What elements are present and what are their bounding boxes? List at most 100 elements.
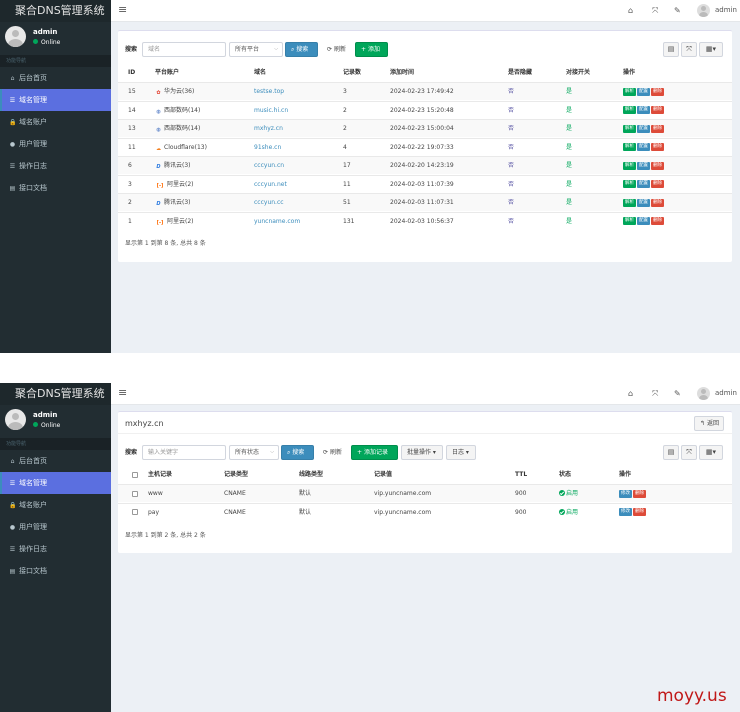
resolve-button[interactable]: 解析 <box>623 217 636 225</box>
top-avatar[interactable] <box>697 387 710 400</box>
sidebar-item-4[interactable]: ☰ 操作日志 <box>0 538 111 560</box>
select-all-checkbox[interactable] <box>132 466 138 483</box>
added-time: 2024-02-23 15:00:04 <box>390 125 454 132</box>
platform-select[interactable]: 所有平台 ⌵ <box>229 42 283 57</box>
search-button[interactable]: ⌕ 搜索 <box>281 445 314 460</box>
domain-link[interactable]: 91she.cn <box>254 143 282 151</box>
resolve-button[interactable]: 解析 <box>623 198 636 207</box>
sidebar-item-1[interactable]: ☰ 域名管理 <box>0 89 111 111</box>
row-checkbox[interactable] <box>132 504 138 521</box>
status-cell[interactable]: 启用 <box>559 485 578 502</box>
edit-button[interactable]: 修改 <box>619 508 632 516</box>
delete-button[interactable]: 删除 <box>633 508 646 516</box>
api-switch-status[interactable]: 是 <box>566 125 573 132</box>
delete-button[interactable]: 删除 <box>651 124 664 133</box>
config-button[interactable]: 配置 <box>637 217 650 225</box>
status-cell[interactable]: 启用 <box>559 504 578 521</box>
add-button[interactable]: + 添加 <box>355 42 388 57</box>
domain-link[interactable]: cccyun.net <box>254 180 287 188</box>
sidebar-item-5[interactable]: ▤ 接口文档 <box>0 560 111 582</box>
config-button[interactable]: 配置 <box>637 106 650 114</box>
back-button[interactable]: ↰ 返回 <box>694 416 724 431</box>
search-button[interactable]: ⌕ 搜索 <box>285 42 318 57</box>
resolve-button[interactable]: 解析 <box>623 124 636 133</box>
home-icon[interactable]: ⌂ <box>628 6 634 15</box>
add-record-button[interactable]: + 添加记录 <box>351 445 398 460</box>
sidebar-item-0[interactable]: ⌂ 后台首页 <box>0 67 111 89</box>
config-button[interactable]: 配置 <box>637 180 650 188</box>
edit-button[interactable]: 修改 <box>619 489 632 498</box>
config-button[interactable]: 配置 <box>637 143 650 151</box>
columns-icon[interactable]: ▤ <box>663 42 679 57</box>
batch-actions-button[interactable]: 批量操作 ▾ <box>401 445 443 460</box>
sidebar-item-2[interactable]: 🔒 域名账户 <box>0 111 111 133</box>
menu-toggle-icon[interactable]: ≡ <box>118 3 128 16</box>
sidebar-item-4[interactable]: ☰ 操作日志 <box>0 155 111 177</box>
log-button[interactable]: 日志 ▾ <box>446 445 476 460</box>
resolve-button[interactable]: 解析 <box>623 143 636 151</box>
delete-button[interactable]: 删除 <box>633 489 646 498</box>
menu-toggle-icon[interactable]: ≡ <box>118 386 128 399</box>
grid-menu-icon[interactable]: ▦▾ <box>699 42 723 57</box>
wrench-icon[interactable]: ✎ <box>674 6 681 15</box>
domain-list-box: 搜索 域名 所有平台 ⌵ ⌕ 搜索 ⟳ 刷新 + 添加 ▤ ⤧ ▦▾ ID 平台账户… <box>118 30 732 262</box>
delete-button[interactable]: 删除 <box>651 143 664 151</box>
status-select[interactable]: 所有状态 ⌵ <box>229 445 279 460</box>
resolve-button[interactable]: 解析 <box>623 106 636 114</box>
home-icon[interactable]: ⌂ <box>628 389 634 398</box>
api-switch-status[interactable]: 是 <box>566 217 573 225</box>
config-button[interactable]: 配置 <box>637 87 650 96</box>
config-button[interactable]: 配置 <box>637 124 650 133</box>
delete-button[interactable]: 删除 <box>651 87 664 96</box>
delete-button[interactable]: 删除 <box>651 217 664 225</box>
sidebar-item-3[interactable]: ● 用户管理 <box>0 516 111 538</box>
fullscreen-table-icon[interactable]: ⤧ <box>681 42 697 57</box>
sidebar-item-0[interactable]: ⌂ 后台首页 <box>0 450 111 472</box>
hidden-status: 否 <box>508 106 515 114</box>
grid-menu-icon[interactable]: ▦▾ <box>699 445 723 460</box>
fullscreen-table-icon[interactable]: ⤧ <box>681 445 697 460</box>
domain-link[interactable]: cccyun.cn <box>254 162 285 169</box>
delete-button[interactable]: 删除 <box>651 198 664 207</box>
top-user-name[interactable]: admin <box>715 389 737 397</box>
top-user-name[interactable]: admin <box>715 6 737 14</box>
api-switch-status[interactable]: 是 <box>566 180 573 188</box>
columns-icon[interactable]: ▤ <box>663 445 679 460</box>
refresh-button[interactable]: ⟳ 刷新 <box>317 445 348 460</box>
top-avatar[interactable] <box>697 4 710 17</box>
domain-link[interactable]: yuncname.com <box>254 217 301 225</box>
checkbox-box[interactable] <box>132 471 138 478</box>
config-button[interactable]: 配置 <box>637 161 650 170</box>
delete-button[interactable]: 删除 <box>651 180 664 188</box>
api-switch-status[interactable]: 是 <box>566 143 573 151</box>
sidebar-item-3[interactable]: ● 用户管理 <box>0 133 111 155</box>
api-switch-status[interactable]: 是 <box>566 88 573 95</box>
platform-name: 华为云(36) <box>164 88 195 95</box>
checkbox-box[interactable] <box>132 490 138 497</box>
resolve-button[interactable]: 解析 <box>623 180 636 188</box>
domain-link[interactable]: testse.top <box>254 88 285 95</box>
wrench-icon[interactable]: ✎ <box>674 389 681 398</box>
column-header: 操作 <box>619 471 632 478</box>
fullscreen-icon[interactable]: ⤧ <box>652 389 659 398</box>
domain-link[interactable]: cccyun.cc <box>254 199 284 206</box>
domain-link[interactable]: mxhyz.cn <box>254 125 283 132</box>
sidebar-item-2[interactable]: 🔒 域名账户 <box>0 494 111 516</box>
domain-link[interactable]: music.hi.cn <box>254 106 289 114</box>
delete-button[interactable]: 删除 <box>651 106 664 114</box>
keyword-search-input[interactable]: 输入关键字 <box>142 445 226 460</box>
resolve-button[interactable]: 解析 <box>623 87 636 96</box>
delete-button[interactable]: 删除 <box>651 161 664 170</box>
checkbox-box[interactable] <box>132 509 138 515</box>
api-switch-status[interactable]: 是 <box>566 199 573 206</box>
api-switch-status[interactable]: 是 <box>566 106 573 114</box>
sidebar-item-5[interactable]: ▤ 接口文档 <box>0 177 111 199</box>
row-checkbox[interactable] <box>132 485 138 502</box>
api-switch-status[interactable]: 是 <box>566 162 573 169</box>
domain-search-input[interactable]: 域名 <box>142 42 226 57</box>
refresh-button[interactable]: ⟳ 刷新 <box>321 42 352 57</box>
fullscreen-icon[interactable]: ⤧ <box>652 6 659 15</box>
config-button[interactable]: 配置 <box>637 198 650 207</box>
resolve-button[interactable]: 解析 <box>623 161 636 170</box>
sidebar-item-1[interactable]: ☰ 域名管理 <box>0 472 111 494</box>
